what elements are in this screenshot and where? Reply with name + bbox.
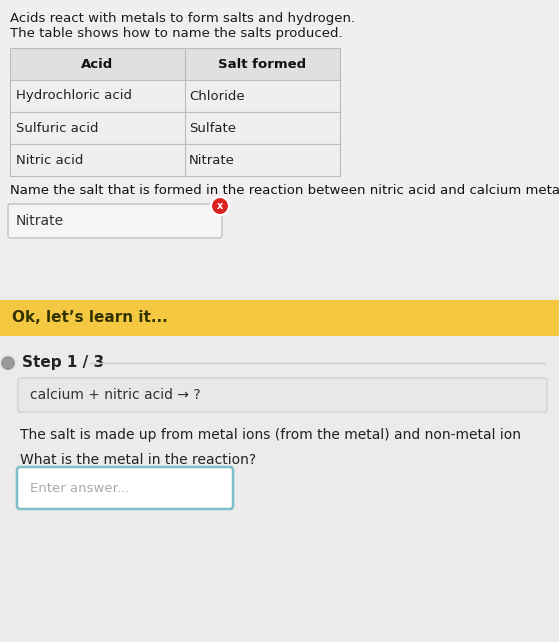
Text: Step 1 / 3: Step 1 / 3 <box>22 356 104 370</box>
FancyBboxPatch shape <box>17 467 233 509</box>
Text: Salt formed: Salt formed <box>219 58 306 71</box>
Text: Ok, let’s learn it...: Ok, let’s learn it... <box>12 311 168 325</box>
Text: Enter answer...: Enter answer... <box>30 482 129 494</box>
Text: What is the metal in the reaction?: What is the metal in the reaction? <box>20 453 256 467</box>
Text: Acids react with metals to form salts and hydrogen.: Acids react with metals to form salts an… <box>10 12 355 25</box>
Text: Name the salt that is formed in the reaction between nitric acid and calcium met: Name the salt that is formed in the reac… <box>10 184 559 197</box>
FancyBboxPatch shape <box>10 144 340 176</box>
FancyBboxPatch shape <box>10 112 340 144</box>
Text: The table shows how to name the salts produced.: The table shows how to name the salts pr… <box>10 27 343 40</box>
Text: Chloride: Chloride <box>189 89 245 103</box>
FancyBboxPatch shape <box>0 300 559 336</box>
Text: The salt is made up from metal ions (from the metal) and non-metal ion: The salt is made up from metal ions (fro… <box>20 428 521 442</box>
Text: Sulfate: Sulfate <box>189 121 236 135</box>
Circle shape <box>211 197 229 215</box>
FancyBboxPatch shape <box>10 48 340 80</box>
Text: Nitric acid: Nitric acid <box>16 153 83 166</box>
Text: Acid: Acid <box>82 58 113 71</box>
Circle shape <box>1 356 15 370</box>
FancyBboxPatch shape <box>10 80 340 112</box>
FancyBboxPatch shape <box>0 0 559 295</box>
Text: x: x <box>217 201 223 211</box>
FancyBboxPatch shape <box>8 204 222 238</box>
Text: Hydrochloric acid: Hydrochloric acid <box>16 89 132 103</box>
Text: calcium + nitric acid → ?: calcium + nitric acid → ? <box>30 388 201 402</box>
FancyBboxPatch shape <box>0 336 559 642</box>
Text: Nitrate: Nitrate <box>189 153 235 166</box>
Text: Sulfuric acid: Sulfuric acid <box>16 121 98 135</box>
FancyBboxPatch shape <box>18 378 547 412</box>
Text: Nitrate: Nitrate <box>16 214 64 228</box>
